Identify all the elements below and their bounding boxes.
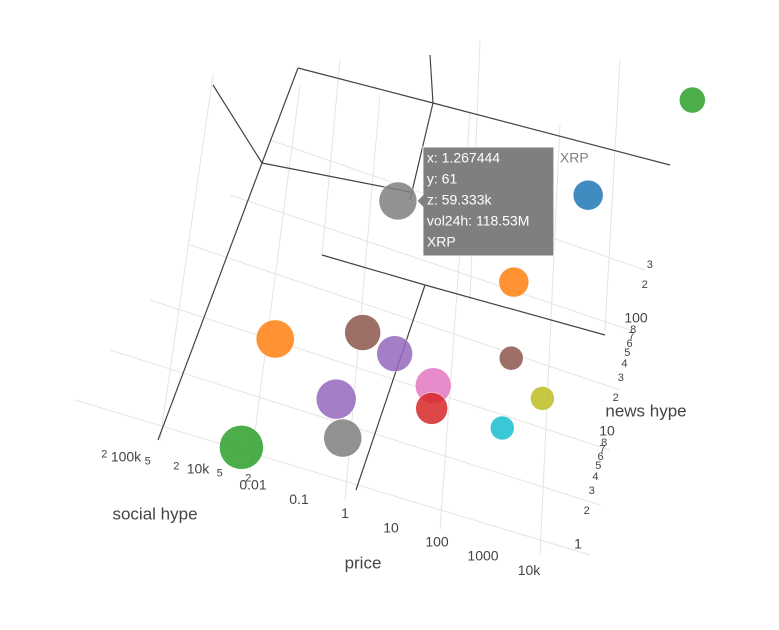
y-tick-label: 7 [628,330,634,342]
y-tick-label: 3 [647,259,653,271]
z-tick-label: 2 [245,472,251,484]
z-tick-label: 2 [101,448,107,460]
x-tick-label: 0.1 [289,491,309,507]
y-tick-label: 6 [627,338,633,350]
hover-box [416,146,555,257]
y-tick-label: 4 [592,471,598,483]
point [315,378,357,420]
point [415,392,448,425]
axis-frame [157,54,671,491]
x-tick-label: 100 [425,534,449,550]
x-tick-label: 0.01 [239,477,266,493]
x-tick-label: 10k [518,562,542,578]
point [323,418,363,458]
z-tick-label: 5 [217,468,223,480]
y-tick-label: 5 [624,347,630,359]
x-tick-label: 1000 [467,548,498,564]
y-tick-label: 6 [598,451,604,463]
y-tick-label: 2 [642,279,648,291]
y-tick-label: 5 [595,460,601,472]
points [219,86,706,470]
y-tick-label: 4 [621,358,627,370]
z-tick-label: 2 [173,460,179,472]
point [344,314,381,351]
z-tick-label: 100k [111,449,142,465]
y-tick-label: 1 [574,536,582,552]
x-tick-label: 10 [383,519,399,535]
y-tick-label: 3 [618,372,624,384]
y-tick-label: 8 [630,324,636,336]
y-axis-title: news hype [605,401,686,420]
y-tick-label: 3 [589,485,595,497]
z-tick-label: 10k [187,461,211,477]
point [679,86,706,114]
y-tick-label: 7 [599,443,605,455]
hover-line: XRP [427,234,456,250]
point [255,319,295,359]
hover-line: y: 61 [427,171,458,187]
x-axis-title: price [345,553,382,572]
hover-line: x: 1.267444 [427,150,500,166]
y-tick-label: 100 [624,310,648,326]
point [572,179,604,211]
z-tick-label: 5 [145,456,151,468]
hover-name: XRP [560,150,589,166]
hover-line: z: 59.333k [427,192,493,208]
hover-line: vol24h: 118.53M [427,213,529,229]
point [498,266,530,298]
point [490,415,515,441]
y-tick-label: 10 [599,423,615,439]
x-tick-label: 1 [341,505,349,521]
y-tick-label: 8 [601,437,607,449]
point [530,386,555,411]
point [376,335,413,372]
y-tick-label: 2 [613,392,619,404]
z-axis-title: social hype [112,504,197,523]
hover-tooltip: x: 1.267444 y: 61 z: 59.333k vol24h: 118.53… [416,146,589,257]
y-tick-label: 2 [584,505,590,517]
point [498,345,524,371]
point [219,425,264,470]
point [378,181,418,221]
